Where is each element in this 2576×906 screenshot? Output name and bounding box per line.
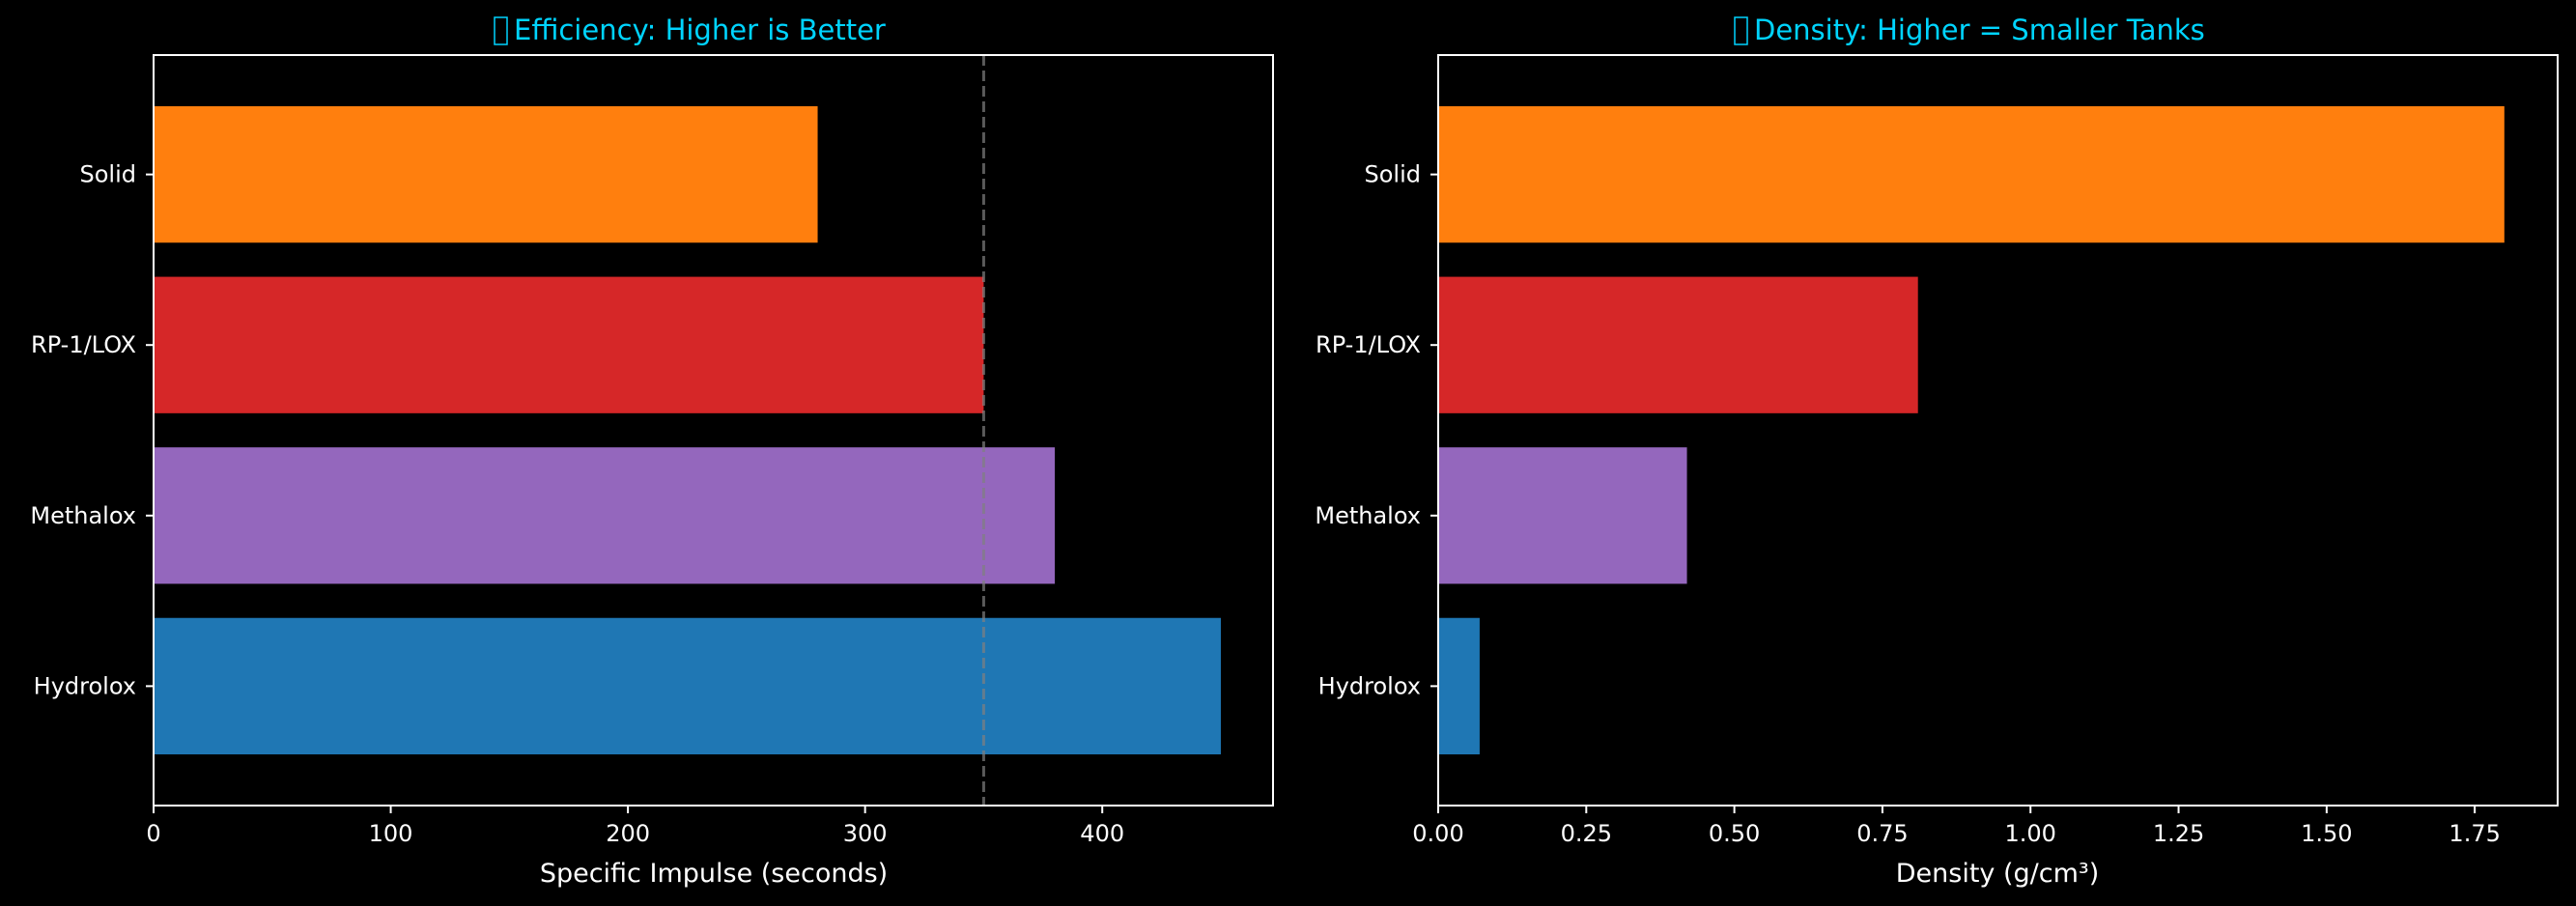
y-tick-label: Hydrolox (34, 672, 136, 699)
y-tick-label: RP-1/LOX (1316, 331, 1421, 358)
bar-rp-1-lox (154, 276, 984, 413)
y-tick-label: Methalox (30, 502, 136, 529)
x-tick-label: 0.25 (1561, 820, 1612, 847)
bar-solid (154, 105, 818, 243)
bar-hydrolox (154, 617, 1221, 755)
missing-glyph-icon (1734, 16, 1748, 45)
x-tick-label: 1.00 (2005, 820, 2056, 847)
axes-frame (1437, 54, 2559, 807)
chart-title-text: Density: Higher = Smaller Tanks (1754, 14, 2205, 46)
y-tick-label: RP-1/LOX (31, 331, 136, 358)
efficiency-chart: Efficiency: Higher is Better Solid RP-1/L… (30, 14, 1274, 889)
bar-methalox (1438, 447, 1687, 584)
x-axis-label: Specific Impulse (seconds) (540, 859, 888, 889)
bar-methalox (154, 447, 1056, 584)
missing-glyph-icon (494, 16, 508, 45)
x-axis: 0.00 0.25 0.50 0.75 1.00 1.25 1.50 1.75 (1412, 806, 2501, 847)
chart-title: Density: Higher = Smaller Tanks (1734, 14, 2205, 46)
chart-title: Efficiency: Higher is Better (494, 14, 886, 46)
x-tick-label: 100 (369, 820, 413, 847)
y-tick-label: Solid (80, 161, 137, 188)
x-tick-label: 0.00 (1412, 820, 1463, 847)
y-tick-label: Hydrolox (1318, 672, 1421, 699)
axes-frame (153, 54, 1274, 807)
x-tick-label: 0.75 (1856, 820, 1908, 847)
x-tick-label: 1.25 (2153, 820, 2204, 847)
x-tick-label: 1.50 (2301, 820, 2352, 847)
bar-rp-1-lox (1438, 276, 1918, 413)
y-tick-label: Methalox (1315, 502, 1421, 529)
x-tick-label: 300 (843, 820, 888, 847)
bar-solid (1438, 105, 2505, 243)
x-tick-label: 0 (146, 820, 160, 847)
y-axis: Solid RP-1/LOX Methalox Hydrolox (1315, 161, 1438, 699)
x-axis: 0 100 200 300 400 (146, 806, 1124, 847)
x-axis-label: Density (g/cm³) (1896, 859, 2100, 889)
x-tick-label: 400 (1080, 820, 1124, 847)
bars (1438, 105, 2505, 755)
bars (154, 105, 1221, 755)
x-tick-label: 1.75 (2449, 820, 2500, 847)
y-axis: Solid RP-1/LOX Methalox Hydrolox (30, 161, 154, 699)
bar-hydrolox (1438, 617, 1480, 755)
x-tick-label: 200 (606, 820, 650, 847)
x-tick-label: 0.50 (1709, 820, 1760, 847)
y-tick-label: Solid (1365, 161, 1422, 188)
density-chart: Density: Higher = Smaller Tanks Solid RP-… (1315, 14, 2559, 889)
chart-title-text: Efficiency: Higher is Better (514, 14, 886, 46)
